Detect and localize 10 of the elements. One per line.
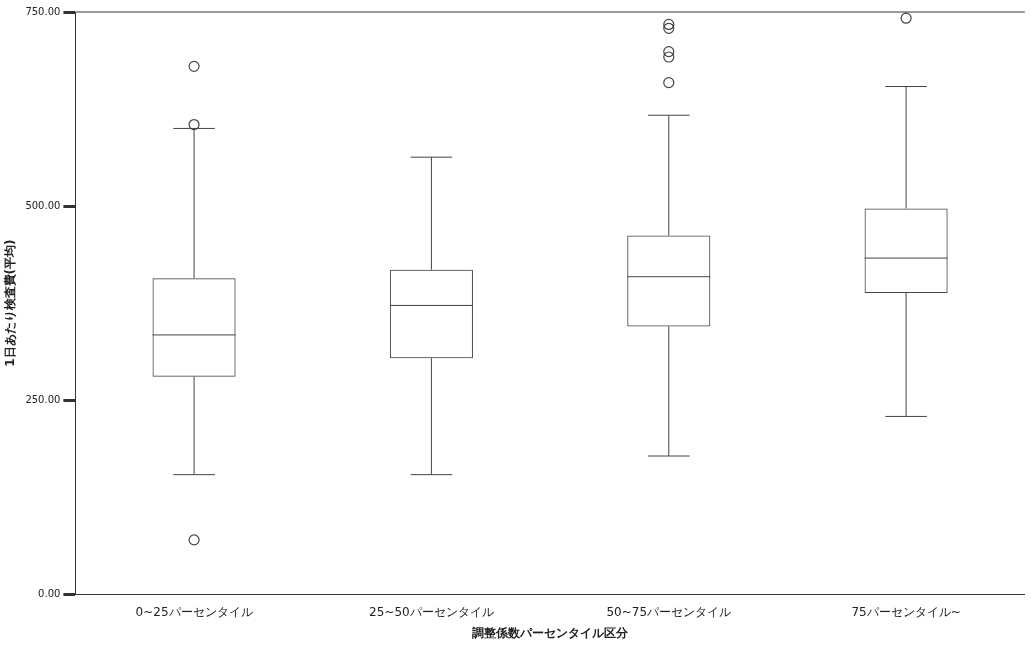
y-tick-label: 250.00 xyxy=(25,393,61,405)
y-tick-label: 750.00 xyxy=(25,5,61,17)
x-tick-label: 50~75パーセンタイル xyxy=(606,604,732,619)
y-tick-label: 0.00 xyxy=(38,587,61,599)
x-axis-title: 調整係数パーセンタイル区分 xyxy=(471,625,630,640)
x-tick-label: 25~50パーセンタイル xyxy=(369,604,494,619)
x-tick-label: 0~25パーセンタイル xyxy=(135,604,253,619)
y-axis-title: 1日あたり検査費(平均) xyxy=(3,239,18,367)
y-tick-label: 500.00 xyxy=(25,199,61,211)
x-tick-label: 75パーセンタイル~ xyxy=(851,604,961,619)
